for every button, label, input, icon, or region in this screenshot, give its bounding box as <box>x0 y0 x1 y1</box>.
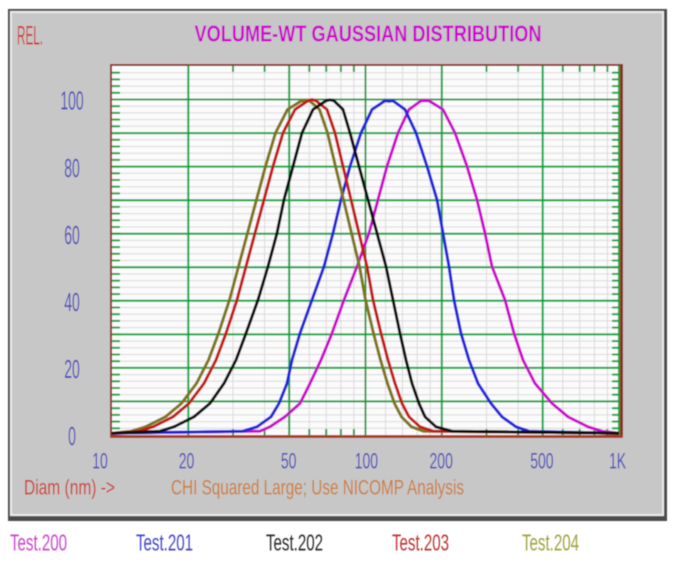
svg-text:REL.: REL. <box>17 21 43 51</box>
svg-text:20: 20 <box>64 356 80 385</box>
svg-text:80: 80 <box>64 154 80 183</box>
svg-text:Test.201: Test.201 <box>136 531 193 556</box>
svg-text:VOLUME-WT GAUSSIAN DISTRIBUTIO: VOLUME-WT GAUSSIAN DISTRIBUTION <box>195 21 542 47</box>
svg-text:40: 40 <box>64 289 80 318</box>
svg-text:0: 0 <box>68 423 76 452</box>
svg-text:Test.202: Test.202 <box>266 531 323 556</box>
svg-text:Test.204: Test.204 <box>522 531 579 556</box>
svg-text:Test.203: Test.203 <box>392 531 449 556</box>
svg-text:Test.200: Test.200 <box>10 531 67 556</box>
svg-text:60: 60 <box>64 222 80 251</box>
svg-text:100: 100 <box>60 87 83 116</box>
svg-text:50: 50 <box>281 448 297 473</box>
svg-text:10: 10 <box>92 448 108 473</box>
svg-text:Diam (nm) ->: Diam (nm) -> <box>24 474 115 499</box>
svg-text:500: 500 <box>530 448 553 473</box>
svg-text:200: 200 <box>430 448 453 473</box>
svg-text:100: 100 <box>355 448 378 473</box>
svg-text:CHI Squared Large; Use NICOMP: CHI Squared Large; Use NICOMP Analysis <box>171 476 464 500</box>
svg-text:20: 20 <box>179 448 195 473</box>
svg-text:1K: 1K <box>609 448 627 473</box>
